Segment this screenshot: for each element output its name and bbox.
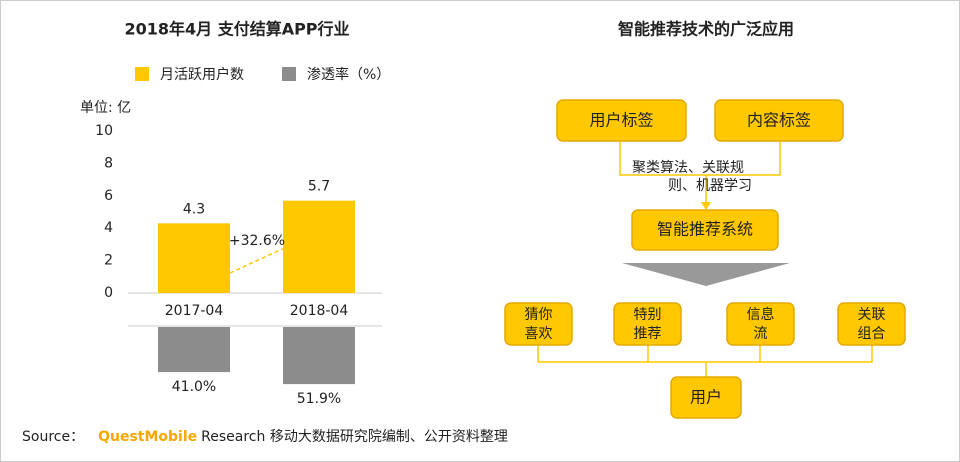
arrow xyxy=(701,202,711,210)
input-box xyxy=(556,99,687,142)
y-tick-label: 8 xyxy=(104,155,113,171)
output-label: 特别 xyxy=(634,307,662,323)
source-label: Source： xyxy=(22,429,84,445)
annotation: +32.6% xyxy=(229,233,285,249)
user-box xyxy=(670,376,742,419)
diagram-title: 智能推荐技术的广泛应用 xyxy=(618,20,794,39)
output-label: 推荐 xyxy=(634,326,662,342)
bar xyxy=(283,327,355,385)
chart-title: 2018年4月 支付结算APP行业 xyxy=(124,20,349,39)
output-label: 猜你 xyxy=(525,307,553,323)
growth-line xyxy=(229,247,284,274)
user-label: 用户 xyxy=(690,388,722,407)
legend-label: 月活跃用户数 xyxy=(160,66,244,83)
connector xyxy=(537,345,873,377)
output-box xyxy=(837,302,906,346)
data-label: 41.0% xyxy=(172,379,216,395)
x-tick-label: 2017-04 xyxy=(165,303,224,319)
y-tick-label: 0 xyxy=(104,285,113,301)
y-tick-label: 6 xyxy=(104,188,113,204)
source-brand: QuestMobile xyxy=(98,429,197,445)
method-label: 聚类算法、关联规 xyxy=(632,160,744,176)
method-label: 则、机器学习 xyxy=(668,178,752,194)
input-label: 内容标签 xyxy=(747,111,811,130)
unit-label: 单位: 亿 xyxy=(80,100,131,116)
source: Source： QuestMobile Research 移动大数据研究院编制、公开… xyxy=(22,429,508,445)
y-tick-label: 4 xyxy=(104,220,113,236)
y-tick-label: 2 xyxy=(104,253,113,269)
system-box xyxy=(631,209,779,251)
output-label: 关联 xyxy=(858,307,886,323)
bar xyxy=(283,200,355,293)
bar xyxy=(158,327,230,373)
connector xyxy=(619,141,781,176)
system-label: 智能推荐系统 xyxy=(657,220,753,239)
input-label: 用户标签 xyxy=(589,111,653,130)
output-label: 流 xyxy=(754,326,768,342)
legend-swatch xyxy=(282,67,296,81)
output-box xyxy=(613,302,682,346)
bar xyxy=(158,223,230,293)
y-tick-label: 10 xyxy=(95,123,113,139)
output-box xyxy=(726,302,795,346)
funnel xyxy=(622,263,790,286)
x-tick-label: 2018-04 xyxy=(290,303,349,319)
output-label: 组合 xyxy=(858,326,886,342)
data-label: 51.9% xyxy=(297,391,341,407)
data-label: 5.7 xyxy=(308,179,330,195)
output-label: 信息 xyxy=(747,306,775,323)
data-label: 4.3 xyxy=(183,201,205,217)
input-box xyxy=(714,99,844,142)
legend-swatch xyxy=(135,67,149,81)
legend-label: 渗透率（%） xyxy=(307,66,390,83)
output-box xyxy=(504,302,573,346)
output-label: 喜欢 xyxy=(525,326,553,342)
source-text: Research 移动大数据研究院编制、公开资料整理 xyxy=(201,429,508,445)
